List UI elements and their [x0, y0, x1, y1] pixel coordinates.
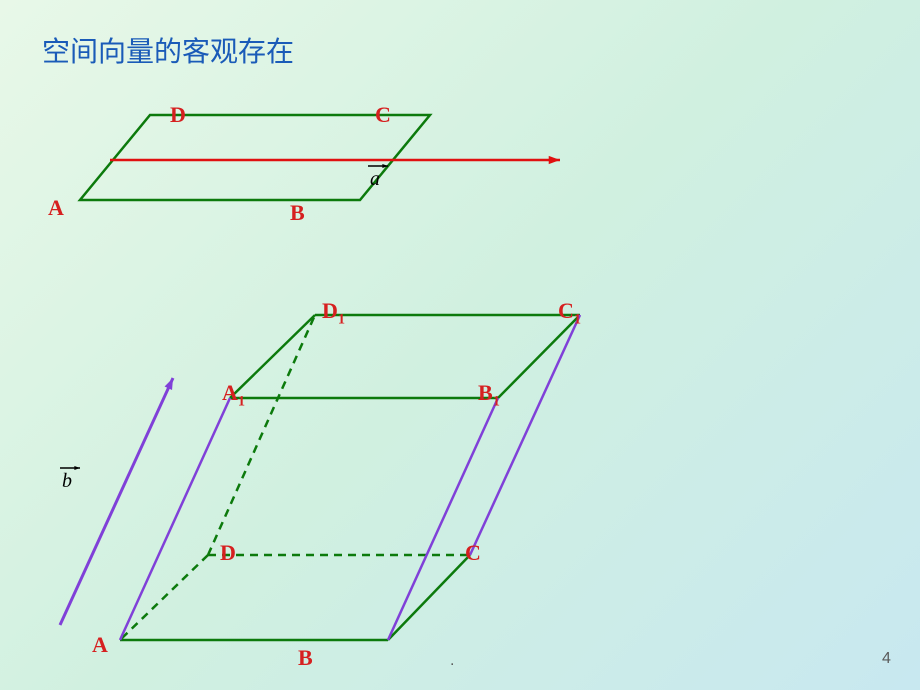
- label-top-D: D: [170, 102, 186, 128]
- label-prism-B: B: [298, 645, 313, 671]
- label-B1: B1: [478, 380, 500, 410]
- label-prism-A: A: [92, 632, 108, 658]
- label-C1: C1: [558, 298, 581, 328]
- label-top-C: C: [375, 102, 391, 128]
- vector-b-label: b: [62, 470, 72, 493]
- page-number: 4: [882, 650, 891, 668]
- label-prism-C: C: [465, 540, 481, 566]
- diagram-canvas: [0, 0, 920, 690]
- footer-dot: .: [450, 652, 454, 670]
- label-D1: D1: [322, 298, 345, 328]
- label-A1: A1: [222, 380, 245, 410]
- page-title: 空间向量的客观存在: [42, 30, 294, 70]
- label-top-B: B: [290, 200, 305, 226]
- label-prism-D: D: [220, 540, 236, 566]
- vector-a-label: a: [370, 168, 380, 191]
- label-top-A: A: [48, 195, 64, 221]
